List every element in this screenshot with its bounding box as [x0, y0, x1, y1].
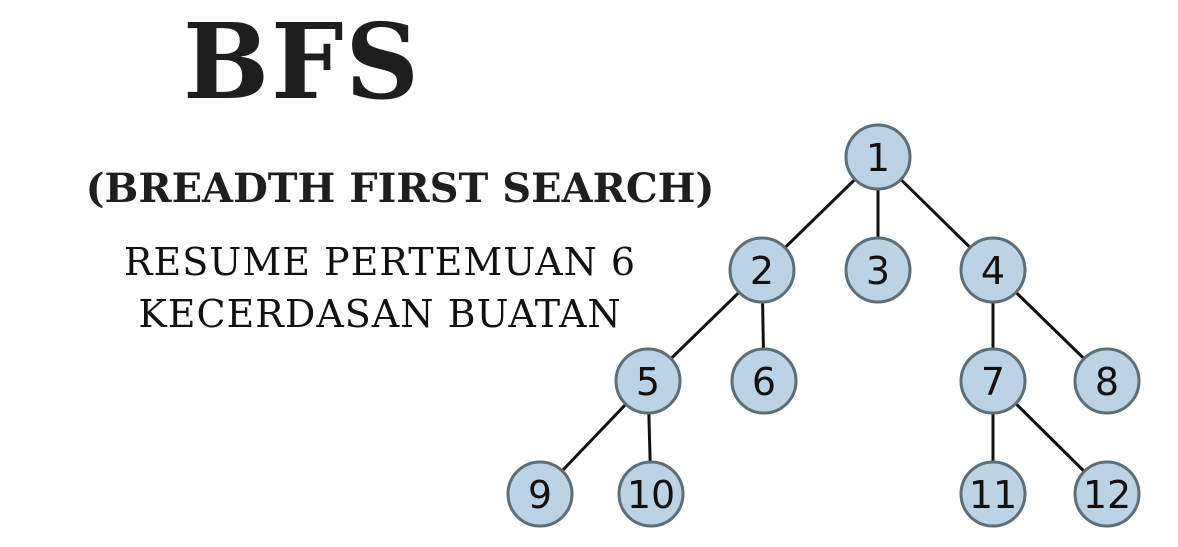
tree-node-5: 5	[614, 347, 682, 415]
tree-node-3: 3	[844, 236, 912, 304]
node-label: 11	[969, 473, 1017, 517]
tree-node-8: 8	[1073, 347, 1141, 415]
node-circle	[959, 236, 1027, 304]
node-label: 6	[752, 360, 776, 404]
node-label: 4	[981, 249, 1005, 293]
tree-node-2: 2	[728, 236, 796, 304]
node-circle	[844, 236, 912, 304]
title-block: BFS (BREADTH FIRST SEARCH) RESUME PERTEM…	[0, 0, 800, 360]
node-label: 1	[866, 136, 890, 180]
course-line: KECERDASAN BUATAN	[138, 292, 622, 336]
page-title: BFS	[183, 0, 421, 123]
tree-node-9: 9	[506, 460, 574, 528]
node-circle	[844, 123, 912, 191]
node-label: 3	[866, 249, 890, 293]
node-label: 8	[1095, 360, 1119, 404]
node-circle	[1073, 347, 1141, 415]
node-label: 7	[981, 360, 1005, 404]
node-label: 10	[627, 473, 675, 517]
tree-node-12: 12	[1073, 460, 1141, 528]
tree-node-1: 1	[844, 123, 912, 191]
page-subtitle: (BREADTH FIRST SEARCH)	[85, 165, 715, 212]
tree-node-7: 7	[959, 347, 1027, 415]
tree-edges	[538, 155, 1109, 496]
node-circle	[1073, 460, 1141, 528]
node-label: 12	[1083, 473, 1131, 517]
tree-node-10: 10	[617, 460, 685, 528]
node-circle	[959, 460, 1027, 528]
node-circle	[614, 347, 682, 415]
resume-line: RESUME PERTEMUAN 6	[123, 240, 637, 284]
node-circle	[617, 460, 685, 528]
node-circle	[730, 347, 798, 415]
node-circle	[728, 236, 796, 304]
node-circle	[506, 460, 574, 528]
node-label: 5	[636, 360, 660, 404]
tree-node-11: 11	[959, 460, 1027, 528]
tree-node-6: 6	[730, 347, 798, 415]
node-label: 2	[750, 249, 774, 293]
tree-node-4: 4	[959, 236, 1027, 304]
node-label: 9	[528, 473, 552, 517]
node-circle	[959, 347, 1027, 415]
tree-nodes: 12 3 45 6 7 89 10 11 12	[506, 123, 1141, 528]
